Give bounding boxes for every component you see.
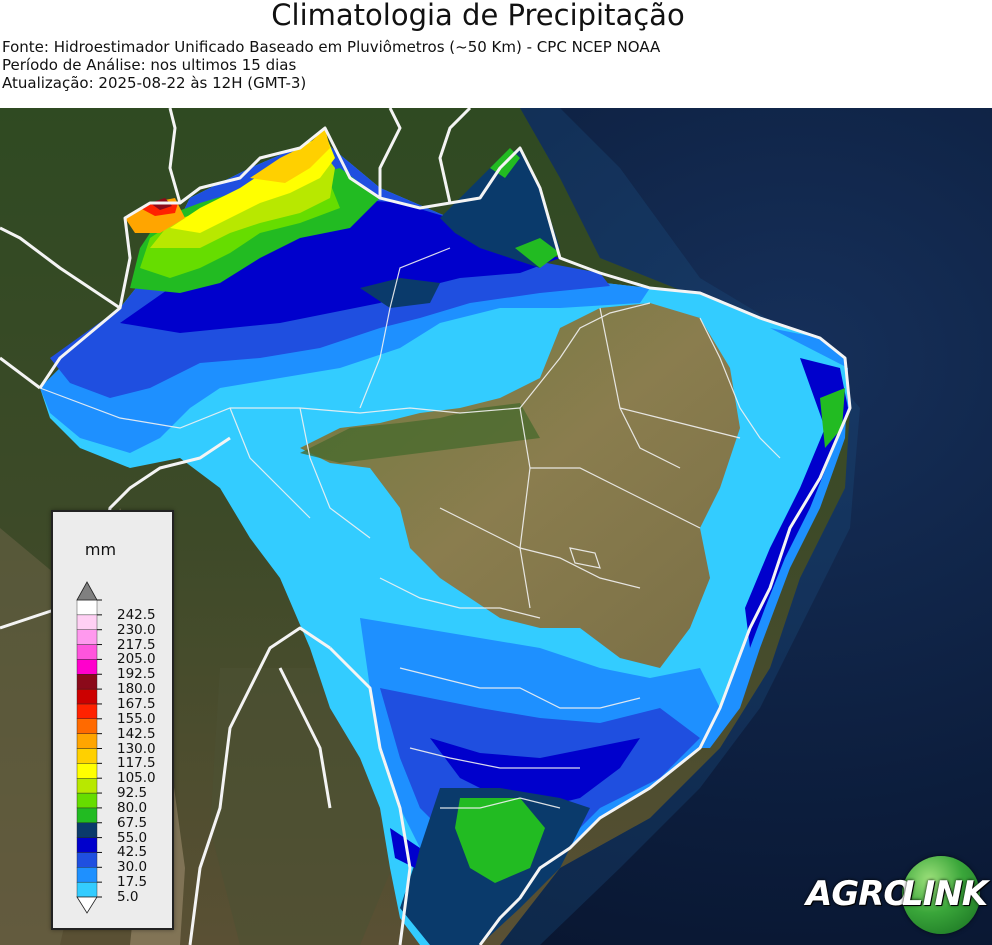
colorbar-tick-label: 130.0 bbox=[117, 740, 156, 757]
colorbar-bin bbox=[76, 748, 98, 764]
continental-shelf bbox=[470, 108, 860, 945]
colorbar-bin bbox=[76, 644, 98, 660]
colorbar-bin bbox=[76, 763, 98, 779]
colorbar-bin bbox=[76, 688, 98, 705]
colorbar-tick-label: 155.0 bbox=[117, 710, 156, 727]
precip-east-coast-67 bbox=[820, 388, 845, 448]
colorbar-bin bbox=[76, 792, 98, 809]
colorbar-under-arrow bbox=[76, 896, 98, 914]
state-borders bbox=[39, 247, 781, 809]
map-header: Climatologia de Precipitação Fonte: Hidr… bbox=[0, 0, 992, 108]
data-source-text: Fonte: Hidroestimador Unificado Baseado … bbox=[2, 38, 661, 56]
colorbar bbox=[76, 581, 102, 914]
colorbar-bin bbox=[76, 778, 98, 794]
colorbar-tick-label: 42.5 bbox=[117, 844, 148, 861]
dry-forest-region bbox=[300, 403, 540, 463]
logo-globe bbox=[902, 856, 980, 934]
colorbar-legend: mm 5.0 17.5 30.0 42.5 55.0 67.5 80.0 92.5 105.0 1… bbox=[51, 510, 174, 930]
colorbar-bin bbox=[76, 881, 98, 898]
colorbar-tick-label: 55.0 bbox=[117, 829, 148, 846]
colorbar-bin bbox=[76, 629, 98, 645]
colorbar-bin bbox=[76, 659, 98, 675]
precip-117-130 bbox=[250, 128, 330, 183]
colorbar-bin bbox=[76, 822, 98, 838]
colorbar-tick-label: 167.5 bbox=[117, 695, 156, 712]
precip-42-55-north bbox=[120, 198, 560, 333]
colorbar-bin bbox=[76, 718, 98, 734]
colorbar-tick-label: 105.0 bbox=[117, 770, 156, 787]
colorbar-bin bbox=[76, 599, 98, 616]
precip-belem-green bbox=[515, 238, 560, 268]
colorbar-bin bbox=[76, 614, 98, 630]
colorbar-tick-label: 242.5 bbox=[117, 606, 156, 623]
colorbar-tick-label: 142.5 bbox=[117, 725, 156, 742]
colorbar-bin bbox=[76, 867, 98, 883]
colorbar-tick-label: 80.0 bbox=[117, 799, 148, 816]
precip-55-67-north bbox=[360, 278, 440, 308]
colorbar-bin bbox=[76, 703, 98, 719]
colorbar-tick-label: 117.5 bbox=[117, 755, 156, 772]
colorbar-tick-label: 217.5 bbox=[117, 636, 156, 653]
precip-south-67 bbox=[455, 798, 545, 883]
legend-unit: mm bbox=[84, 540, 117, 559]
precip-south-42 bbox=[430, 738, 640, 808]
colorbar-tick-label: 5.0 bbox=[117, 889, 139, 905]
colorbar-bin bbox=[76, 674, 98, 690]
analysis-period-text: Período de Análise: nos ultimos 15 dias bbox=[2, 56, 297, 74]
colorbar-bin bbox=[76, 807, 98, 823]
colorbar-over-arrow bbox=[76, 581, 98, 601]
colorbar-tick-label: 192.5 bbox=[117, 666, 156, 683]
colorbar-tick-label: 230.0 bbox=[117, 621, 156, 638]
logo-text-link: LINK bbox=[902, 874, 988, 914]
logo-text-agro: AGRO bbox=[806, 874, 912, 914]
colorbar-tick-label: 180.0 bbox=[117, 681, 156, 698]
colorbar-bin bbox=[76, 852, 98, 868]
colorbar-tick-label: 17.5 bbox=[117, 874, 148, 891]
precipitation-map: mm 5.0 17.5 30.0 42.5 55.0 67.5 80.0 92.5 105.0 1… bbox=[0, 108, 992, 945]
precip-southwest-42 bbox=[390, 828, 420, 868]
precip-east-coast-42 bbox=[745, 358, 848, 648]
colorbar-tick-label: 92.5 bbox=[117, 785, 148, 802]
dry-interior-region bbox=[300, 303, 740, 668]
agrolink-logo: AGRO LINK bbox=[806, 856, 988, 934]
colorbar-tick-label: 205.0 bbox=[117, 651, 156, 668]
colorbar-tick-label: 67.5 bbox=[117, 814, 148, 831]
colorbar-bin bbox=[76, 733, 98, 749]
precip-amapa-dark bbox=[440, 148, 560, 268]
colorbar-bin bbox=[76, 837, 98, 853]
map-title: Climatologia de Precipitação bbox=[271, 0, 685, 32]
update-time-text: Atualização: 2025-08-22 às 12H (GMT-3) bbox=[2, 74, 307, 92]
colorbar-tick-label: 30.0 bbox=[117, 859, 148, 876]
